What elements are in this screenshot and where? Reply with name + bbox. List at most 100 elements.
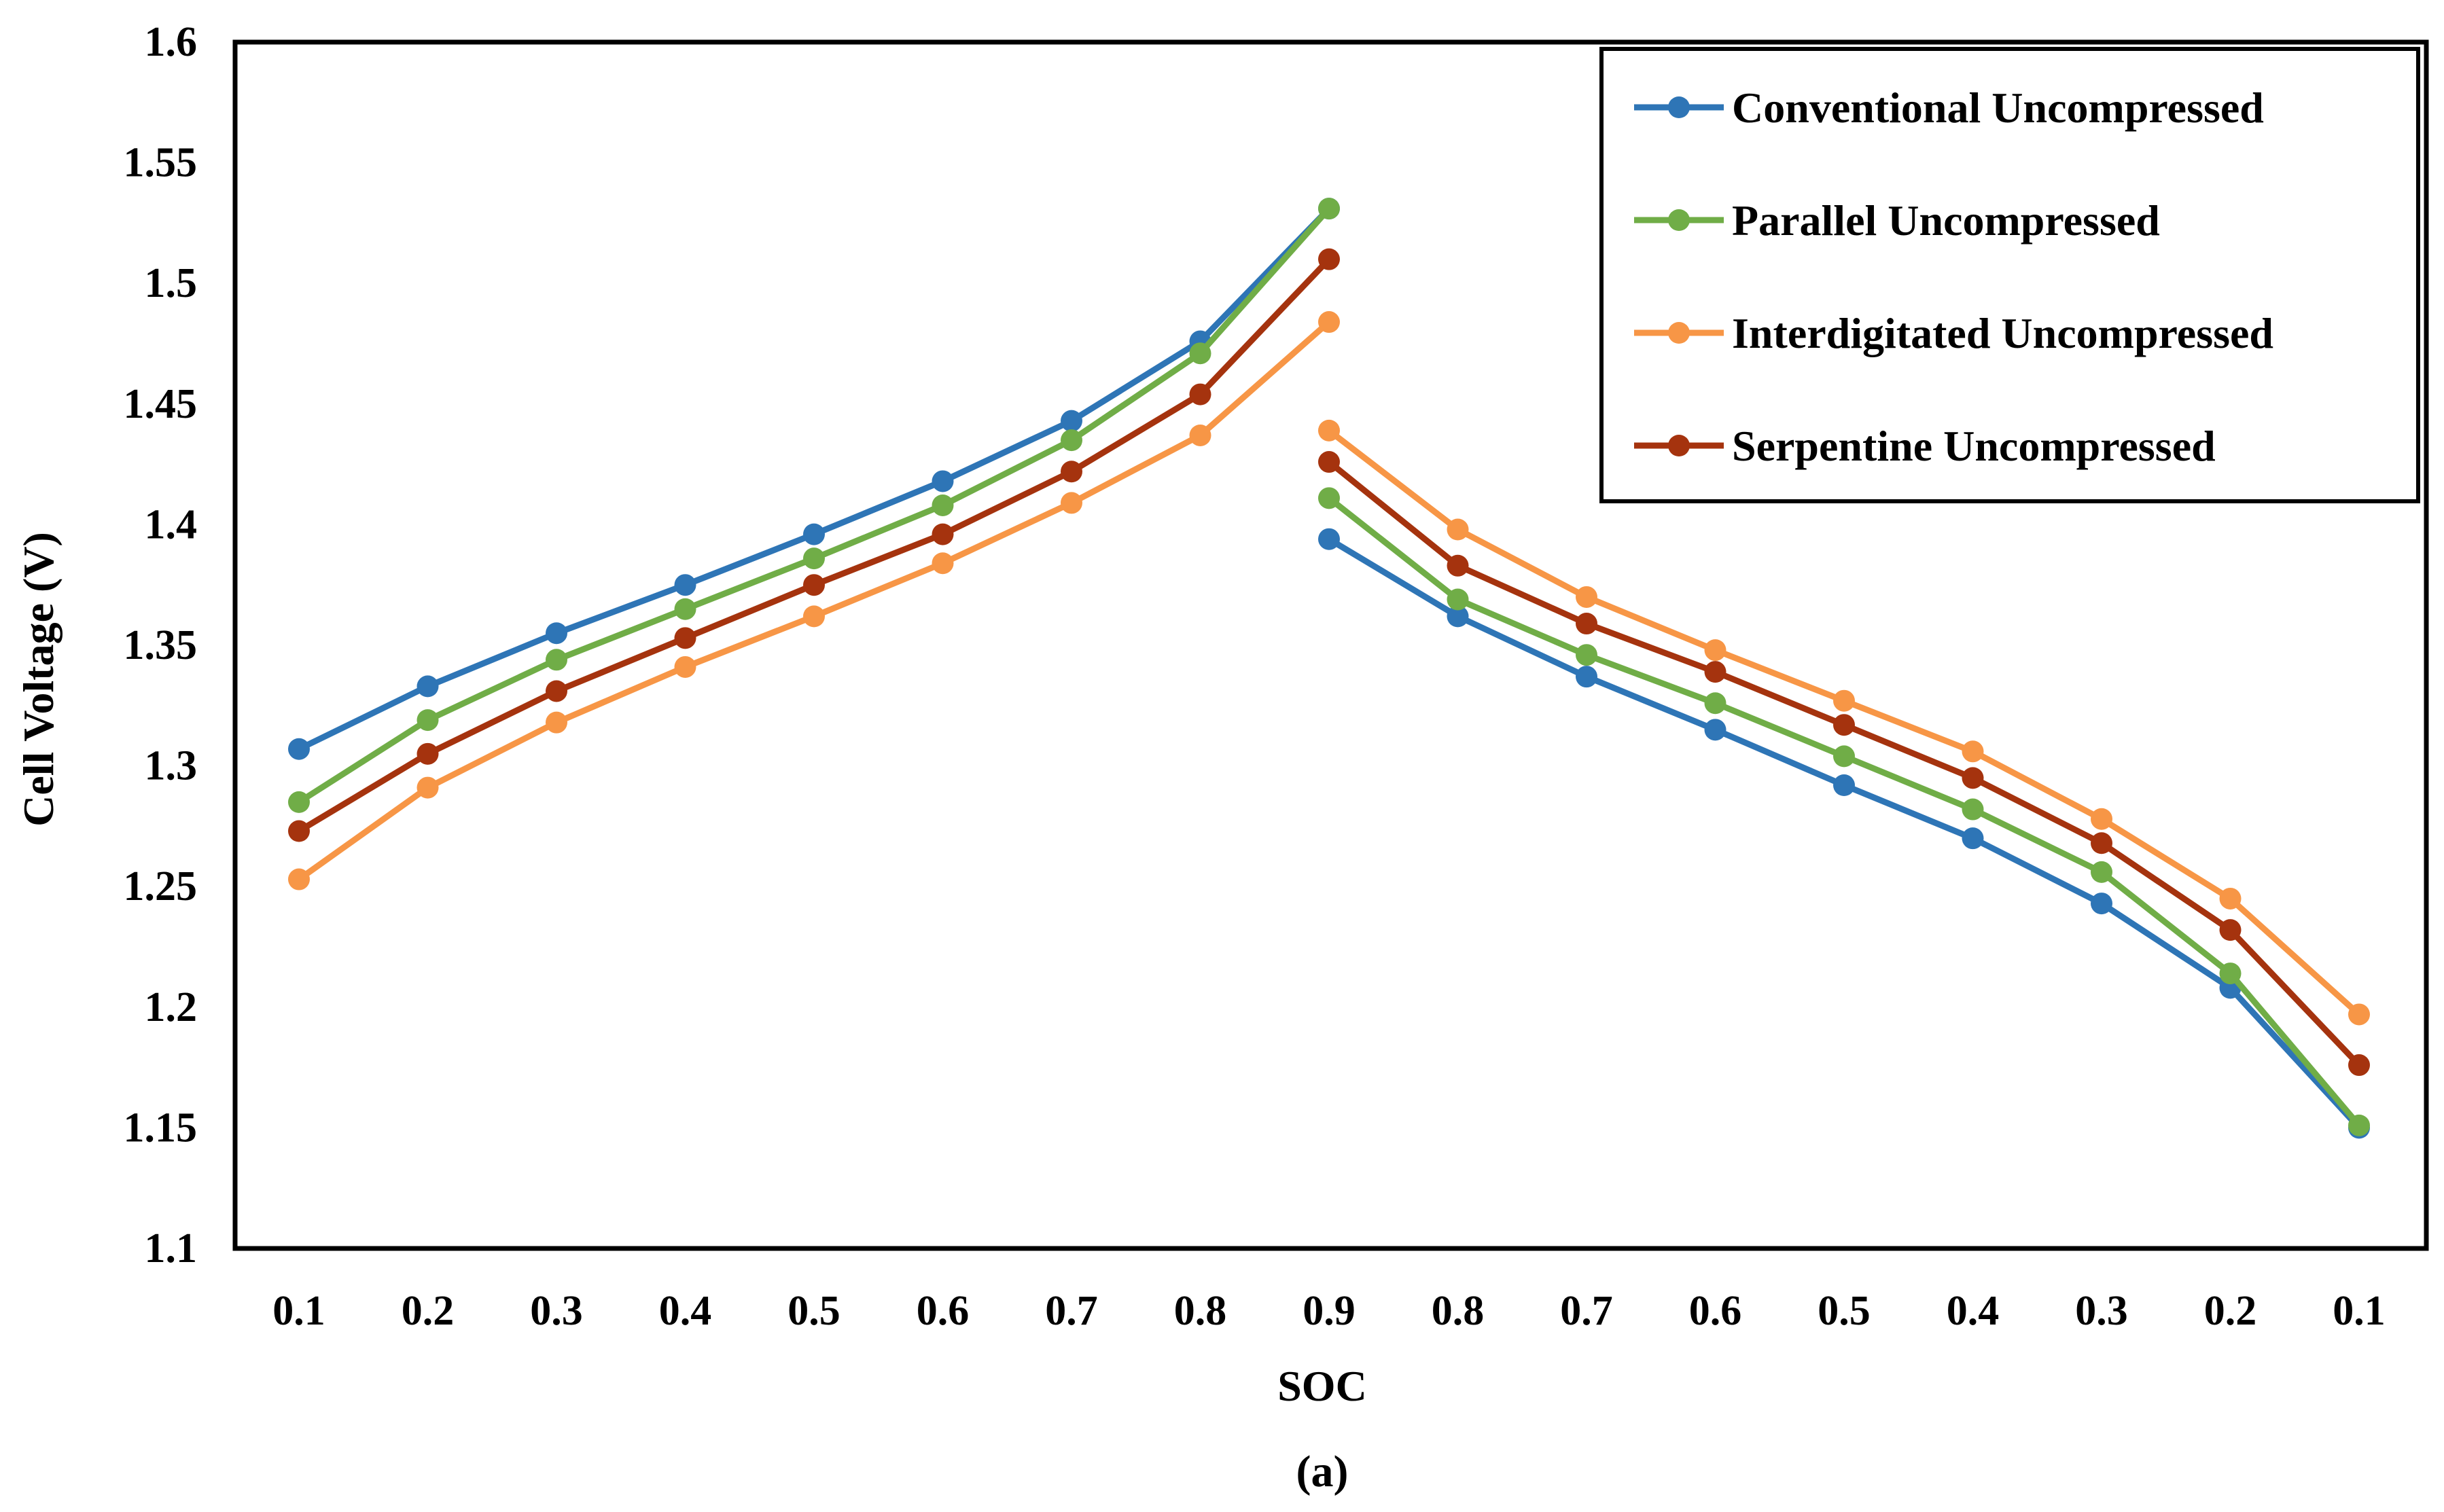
data-point	[417, 709, 439, 732]
x-tick-label: 0.4	[659, 1288, 712, 1334]
x-tick-label: 0.3	[530, 1288, 583, 1334]
y-tick-label: 1.45	[124, 381, 198, 427]
legend-marker	[1668, 96, 1690, 118]
data-point	[1704, 692, 1726, 715]
data-point	[2348, 1054, 2370, 1077]
y-tick-label: 1.35	[124, 622, 198, 668]
data-point	[1704, 639, 1726, 662]
y-axis-ticks: 1.1 1.15 1.2 1.25 1.3 1.35 1.4 1.45 1.5 1.55 1.6	[124, 19, 198, 1272]
data-point	[1318, 487, 1340, 509]
data-point	[1318, 248, 1340, 270]
x-tick-label: 0.5	[1818, 1288, 1871, 1334]
data-point	[932, 494, 954, 516]
figure-caption: (a)	[1296, 1447, 1349, 1496]
data-point	[932, 523, 954, 545]
y-tick-label: 1.1	[145, 1225, 198, 1272]
legend-marker	[1668, 435, 1690, 456]
y-tick-label: 1.6	[145, 19, 198, 65]
data-point	[1189, 424, 1211, 446]
data-point	[674, 627, 696, 649]
data-point	[546, 680, 567, 702]
data-point	[1576, 586, 1597, 608]
data-point	[2091, 808, 2112, 830]
data-point	[932, 470, 954, 492]
data-point	[2348, 1114, 2370, 1136]
data-point	[1704, 719, 1726, 741]
data-point	[546, 622, 567, 645]
series-3	[288, 248, 2370, 1077]
data-point	[2219, 887, 2242, 910]
data-point	[417, 675, 439, 698]
x-axis-title: SOC	[1277, 1362, 1367, 1410]
data-point	[1447, 588, 1469, 611]
data-point	[1962, 798, 1984, 821]
y-tick-label: 1.5	[145, 260, 198, 306]
data-point	[1447, 518, 1469, 541]
data-point	[1833, 774, 1855, 797]
y-tick-label: 1.25	[124, 863, 198, 910]
data-point	[2219, 919, 2242, 941]
data-point	[674, 655, 696, 678]
x-axis-ticks: 0.1 0.2 0.3 0.4 0.5 0.6 0.7 0.8 0.9 0.8 0.7 0.6 0.5 0…	[272, 1288, 2386, 1334]
x-tick-label: 0.2	[402, 1288, 455, 1334]
data-point	[803, 523, 825, 545]
data-point	[1061, 492, 1082, 514]
data-point	[1704, 661, 1726, 683]
x-tick-label: 0.6	[917, 1288, 970, 1334]
data-point	[1318, 451, 1340, 473]
data-point	[1061, 410, 1082, 432]
data-point	[803, 547, 825, 570]
y-tick-label: 1.55	[124, 140, 198, 186]
data-point	[803, 605, 825, 628]
data-point	[546, 711, 567, 734]
data-point	[1061, 429, 1082, 452]
data-point	[1318, 311, 1340, 334]
series-2	[288, 311, 2370, 1026]
x-tick-label: 0.3	[2075, 1288, 2128, 1334]
x-tick-label: 0.8	[1432, 1288, 1485, 1334]
x-tick-label: 0.2	[2204, 1288, 2257, 1334]
data-point	[1833, 745, 1855, 768]
x-tick-label: 0.1	[2333, 1288, 2386, 1334]
data-point	[674, 598, 696, 620]
data-point	[288, 868, 310, 890]
series-1	[288, 198, 2370, 1136]
data-point	[1833, 714, 1855, 736]
data-point	[1318, 198, 1340, 220]
data-point	[1447, 554, 1469, 577]
legend-label: Interdigitated Uncompressed	[1732, 309, 2273, 357]
legend-label: Parallel Uncompressed	[1732, 196, 2160, 245]
data-point	[1318, 528, 1340, 550]
x-tick-label: 0.4	[1947, 1288, 2000, 1334]
data-point	[546, 649, 567, 671]
data-point	[417, 742, 439, 765]
x-tick-label: 0.5	[787, 1288, 840, 1334]
legend: Conventional Uncompressed Parallel Uncomp…	[1599, 47, 2420, 503]
data-point	[288, 820, 310, 842]
legend-label: Serpentine Uncompressed	[1732, 422, 2216, 470]
data-point	[932, 552, 954, 575]
data-point	[803, 574, 825, 596]
data-point	[1833, 689, 1855, 712]
data-point	[2219, 962, 2242, 985]
data-point	[288, 738, 310, 760]
data-point	[1962, 827, 1984, 850]
data-point	[1189, 383, 1211, 406]
data-point	[2091, 832, 2112, 854]
y-axis-title: Cell Voltage (V)	[14, 532, 63, 827]
x-tick-label: 0.7	[1045, 1288, 1098, 1334]
x-tick-label: 0.1	[272, 1288, 325, 1334]
legend-box	[1599, 47, 2420, 503]
data-point	[1061, 461, 1082, 483]
data-point	[2091, 861, 2112, 883]
x-tick-label: 0.7	[1560, 1288, 1613, 1334]
legend-marker	[1668, 209, 1690, 231]
series-layer	[288, 198, 2370, 1139]
data-point	[1318, 419, 1340, 442]
data-point	[2091, 893, 2112, 915]
x-tick-label: 0.8	[1174, 1288, 1227, 1334]
data-point	[1576, 613, 1597, 635]
x-tick-label: 0.9	[1303, 1288, 1356, 1334]
y-tick-label: 1.3	[145, 743, 198, 789]
